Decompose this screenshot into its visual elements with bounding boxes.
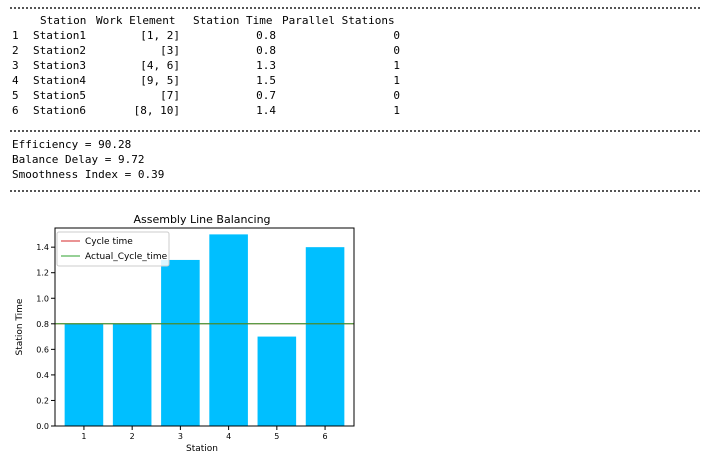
- row-work-element: [4, 6]: [140, 59, 180, 72]
- row-station-time: 1.4: [256, 104, 276, 117]
- balance-delay-text: Balance Delay = 9.72: [12, 153, 145, 166]
- row-parallel-stations: 0: [393, 29, 400, 42]
- bar-station-4: [209, 234, 248, 426]
- y-tick-label: 0.0: [36, 422, 49, 431]
- plot-frame: [54, 227, 355, 427]
- legend-label: Cycle time: [85, 237, 133, 247]
- y-tick-label: 0.2: [36, 396, 49, 405]
- row-index: 3: [12, 59, 19, 72]
- separator-top: [10, 7, 700, 9]
- row-index: 4: [12, 74, 19, 87]
- row-work-element: [3]: [160, 44, 180, 57]
- row-station-time: 1.3: [256, 59, 276, 72]
- efficiency-text: Efficiency = 90.28: [12, 138, 132, 151]
- row-station: Station3: [33, 59, 86, 72]
- chart-legend: Cycle time Actual_Cycle_time: [56, 231, 170, 267]
- row-parallel-stations: 1: [393, 104, 400, 117]
- row-parallel-stations: 0: [393, 89, 400, 102]
- y-tick-label: 0.6: [36, 345, 49, 354]
- row-station: Station6: [33, 104, 86, 117]
- row-station: Station2: [33, 44, 86, 57]
- header-station-time: Station Time: [193, 14, 273, 27]
- smoothness-index-text: Smoothness Index = 0.39: [12, 168, 165, 181]
- assembly-line-chart: Assembly Line Balancing 0.0 0.2 0.4 0.6 0.8 1…: [15, 213, 355, 454]
- row-parallel-stations: 0: [393, 44, 400, 57]
- y-tick-label: 0.4: [36, 371, 49, 380]
- bar-station-1: [64, 323, 104, 426]
- bar-station-5: [257, 336, 297, 426]
- x-axis-label: Station: [186, 444, 218, 454]
- y-tick-label: 1.2: [36, 269, 49, 278]
- x-tick-label: 1: [81, 432, 86, 441]
- row-parallel-stations: 1: [393, 59, 400, 72]
- y-tick-label: 1.0: [36, 294, 49, 303]
- row-station: Station1: [33, 29, 86, 42]
- header-station: Station: [40, 14, 87, 27]
- legend-label: Actual_Cycle_time: [85, 252, 168, 262]
- x-tick-label: 6: [323, 432, 328, 441]
- row-work-element: [8, 10]: [133, 104, 180, 117]
- row-index: 6: [12, 104, 19, 117]
- separator-bottom: [10, 190, 700, 192]
- row-station: Station4: [33, 74, 86, 87]
- bar-station-3: [161, 259, 200, 426]
- chart-title: Assembly Line Balancing: [133, 213, 270, 226]
- separator-middle: [10, 130, 700, 132]
- row-station-time: 1.5: [256, 74, 276, 87]
- row-index: 5: [12, 89, 19, 102]
- header-work-element: Work Element: [96, 14, 176, 27]
- x-tick-label: 3: [178, 432, 183, 441]
- bar-station-2: [112, 323, 152, 426]
- x-tick-label: 5: [274, 432, 279, 441]
- row-work-element: [1, 2]: [140, 29, 180, 42]
- row-station-time: 0.7: [256, 89, 276, 102]
- row-station-time: 0.8: [256, 29, 276, 42]
- y-tick-label: 1.4: [36, 243, 49, 252]
- y-tick-label: 0.8: [36, 320, 49, 329]
- bar-station-6: [305, 247, 345, 426]
- row-station: Station5: [33, 89, 86, 102]
- row-work-element: [9, 5]: [140, 74, 180, 87]
- x-tick-label: 2: [130, 432, 135, 441]
- row-work-element: [7]: [160, 89, 180, 102]
- legend-box: [56, 231, 170, 267]
- y-axis-label: Station Time: [15, 298, 25, 355]
- row-parallel-stations: 1: [393, 74, 400, 87]
- header-parallel-stations: Parallel Stations: [282, 14, 395, 27]
- x-tick-label: 4: [226, 432, 231, 441]
- row-station-time: 0.8: [256, 44, 276, 57]
- row-index: 2: [12, 44, 19, 57]
- row-index: 1: [12, 29, 19, 42]
